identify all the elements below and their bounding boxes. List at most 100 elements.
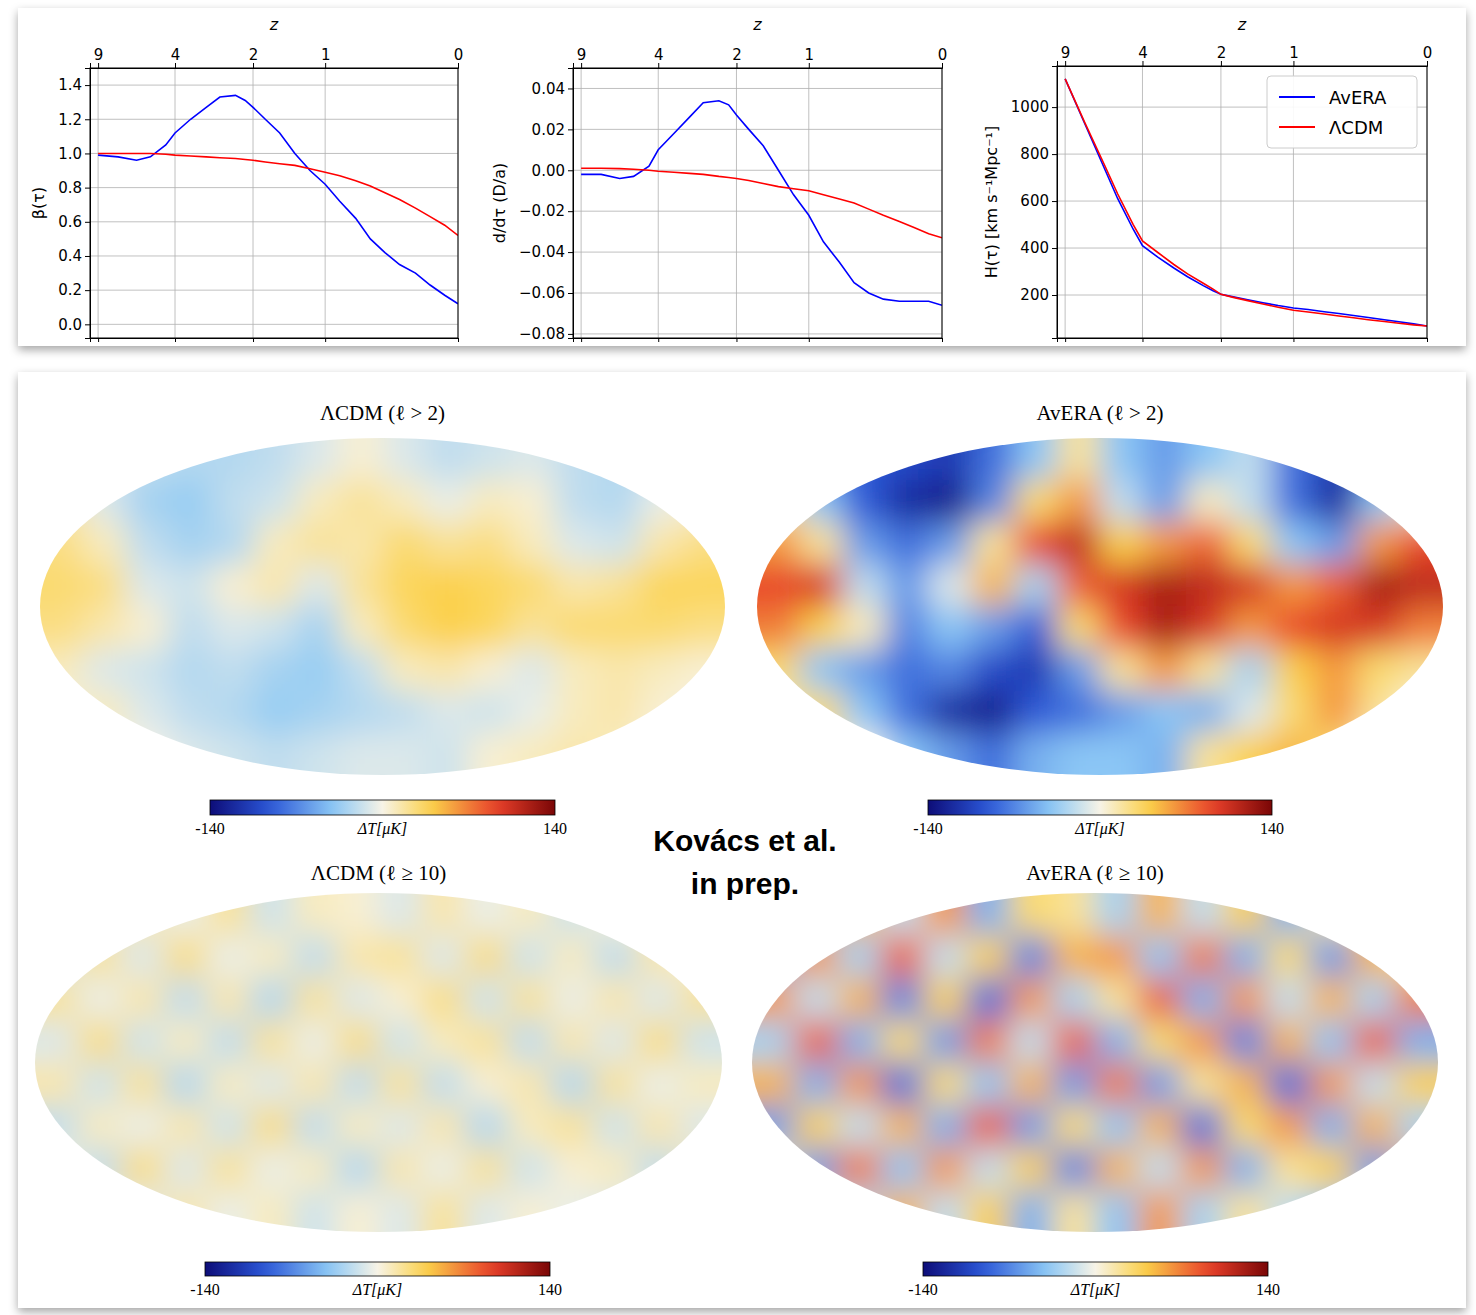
map-cell [639,564,682,607]
map-cell [1138,1190,1181,1273]
map-cell [886,480,929,523]
map-cell [121,1190,164,1273]
map-cell [800,522,843,565]
map-cell [800,480,843,523]
map-cell [464,1063,507,1106]
colorbar-tick-label: 140 [543,820,567,837]
sky-map: ΛCDM (ℓ > 2)-140140ΔT[μK] [0,398,766,838]
map-cell [379,1147,422,1190]
colorbar-label: ΔT[μK] [352,1281,402,1299]
tick: 2 [1217,44,1227,66]
tick: 0.04 [532,80,573,98]
map-cell [639,607,682,650]
map-cell [1395,1063,1476,1106]
map-cell [639,733,682,816]
map-cell [421,1105,464,1148]
map-cell [593,935,636,978]
map-title: AvERA (ℓ > 2) [1036,401,1163,425]
tick-label: 0.4 [58,247,82,265]
map-cell [164,1105,207,1148]
map-cell [168,691,211,734]
map-cell [843,564,886,607]
tick-mark [1293,338,1294,342]
map-cell [425,691,468,734]
map-cell [679,1020,762,1063]
map-cell [1052,1147,1095,1190]
map-cell [1181,1105,1224,1148]
map-cell [507,978,550,1021]
map-cell [340,522,383,565]
map-cell [593,1190,636,1273]
legend: AvERAΛCDM [1267,76,1417,148]
grid-line-y [573,88,942,89]
map-cell [511,522,554,565]
tick: 9 [94,46,104,68]
map-clip [0,398,766,816]
map-cell [1400,649,1476,692]
map-cell [1009,935,1052,978]
tick-mark [942,338,943,342]
map-cell [1352,1190,1395,1273]
tick-mark [85,290,90,291]
map-cell [1272,607,1315,650]
map-cell [1395,978,1476,1021]
tick: 1 [321,46,331,68]
tick-label: 0 [454,46,464,64]
map-cell [0,480,83,523]
x-axis-title: z [752,15,762,34]
tick: 200 [1020,286,1057,304]
tick-label: 4 [1138,44,1148,62]
map-cell [795,1063,838,1106]
map-cell [886,398,929,481]
map-cell [421,1190,464,1273]
tick-label: 2 [1217,44,1227,62]
map-cell [924,853,967,936]
map-cell [511,607,554,650]
annotation: in prep. [691,867,799,900]
map-cell [639,480,682,523]
map-cell [966,935,1009,978]
map-cell [639,522,682,565]
map-cell [550,935,593,978]
map-cell [682,480,765,523]
map-cell [1357,691,1400,734]
map-cell [511,649,554,692]
map-cell [507,1063,550,1106]
map-cell [886,691,929,734]
map-cell [971,480,1014,523]
map-cell [211,564,254,607]
map-cell [250,935,293,978]
y-axis: 0.00.20.40.60.81.01.21.4 [58,69,90,339]
map-cell [1314,564,1357,607]
map-cell [1272,733,1315,816]
plot-frame [573,68,942,338]
map-cell [636,853,679,936]
colorbar-tick-label: -140 [908,1281,937,1298]
tick [942,338,943,342]
map-cell [881,1105,924,1148]
map-cell [1272,398,1315,481]
map-cell [679,935,762,978]
tick-label: 0 [1423,44,1433,62]
map-cell [712,978,795,1021]
tick: 800 [1020,145,1057,163]
map-cell [550,978,593,1021]
map-cell [168,607,211,650]
map-cell [83,607,126,650]
tick-label: 0.00 [532,162,565,180]
map-cell [293,935,336,978]
tick-label: 1 [1289,44,1299,62]
map-cell [636,1147,679,1190]
map-cell [164,1190,207,1273]
grid-line-x [98,68,99,338]
colorbar-label: ΔT[μK] [1074,820,1124,838]
map-cell [843,733,886,816]
tick-mark [1052,295,1057,296]
map-cell [254,691,297,734]
tick-mark [1427,338,1428,342]
series-line [581,101,942,306]
map-cell [795,1147,838,1190]
colorbar-tick-label: -140 [913,820,942,837]
map-cell [1224,1020,1267,1063]
map-cell [168,480,211,523]
